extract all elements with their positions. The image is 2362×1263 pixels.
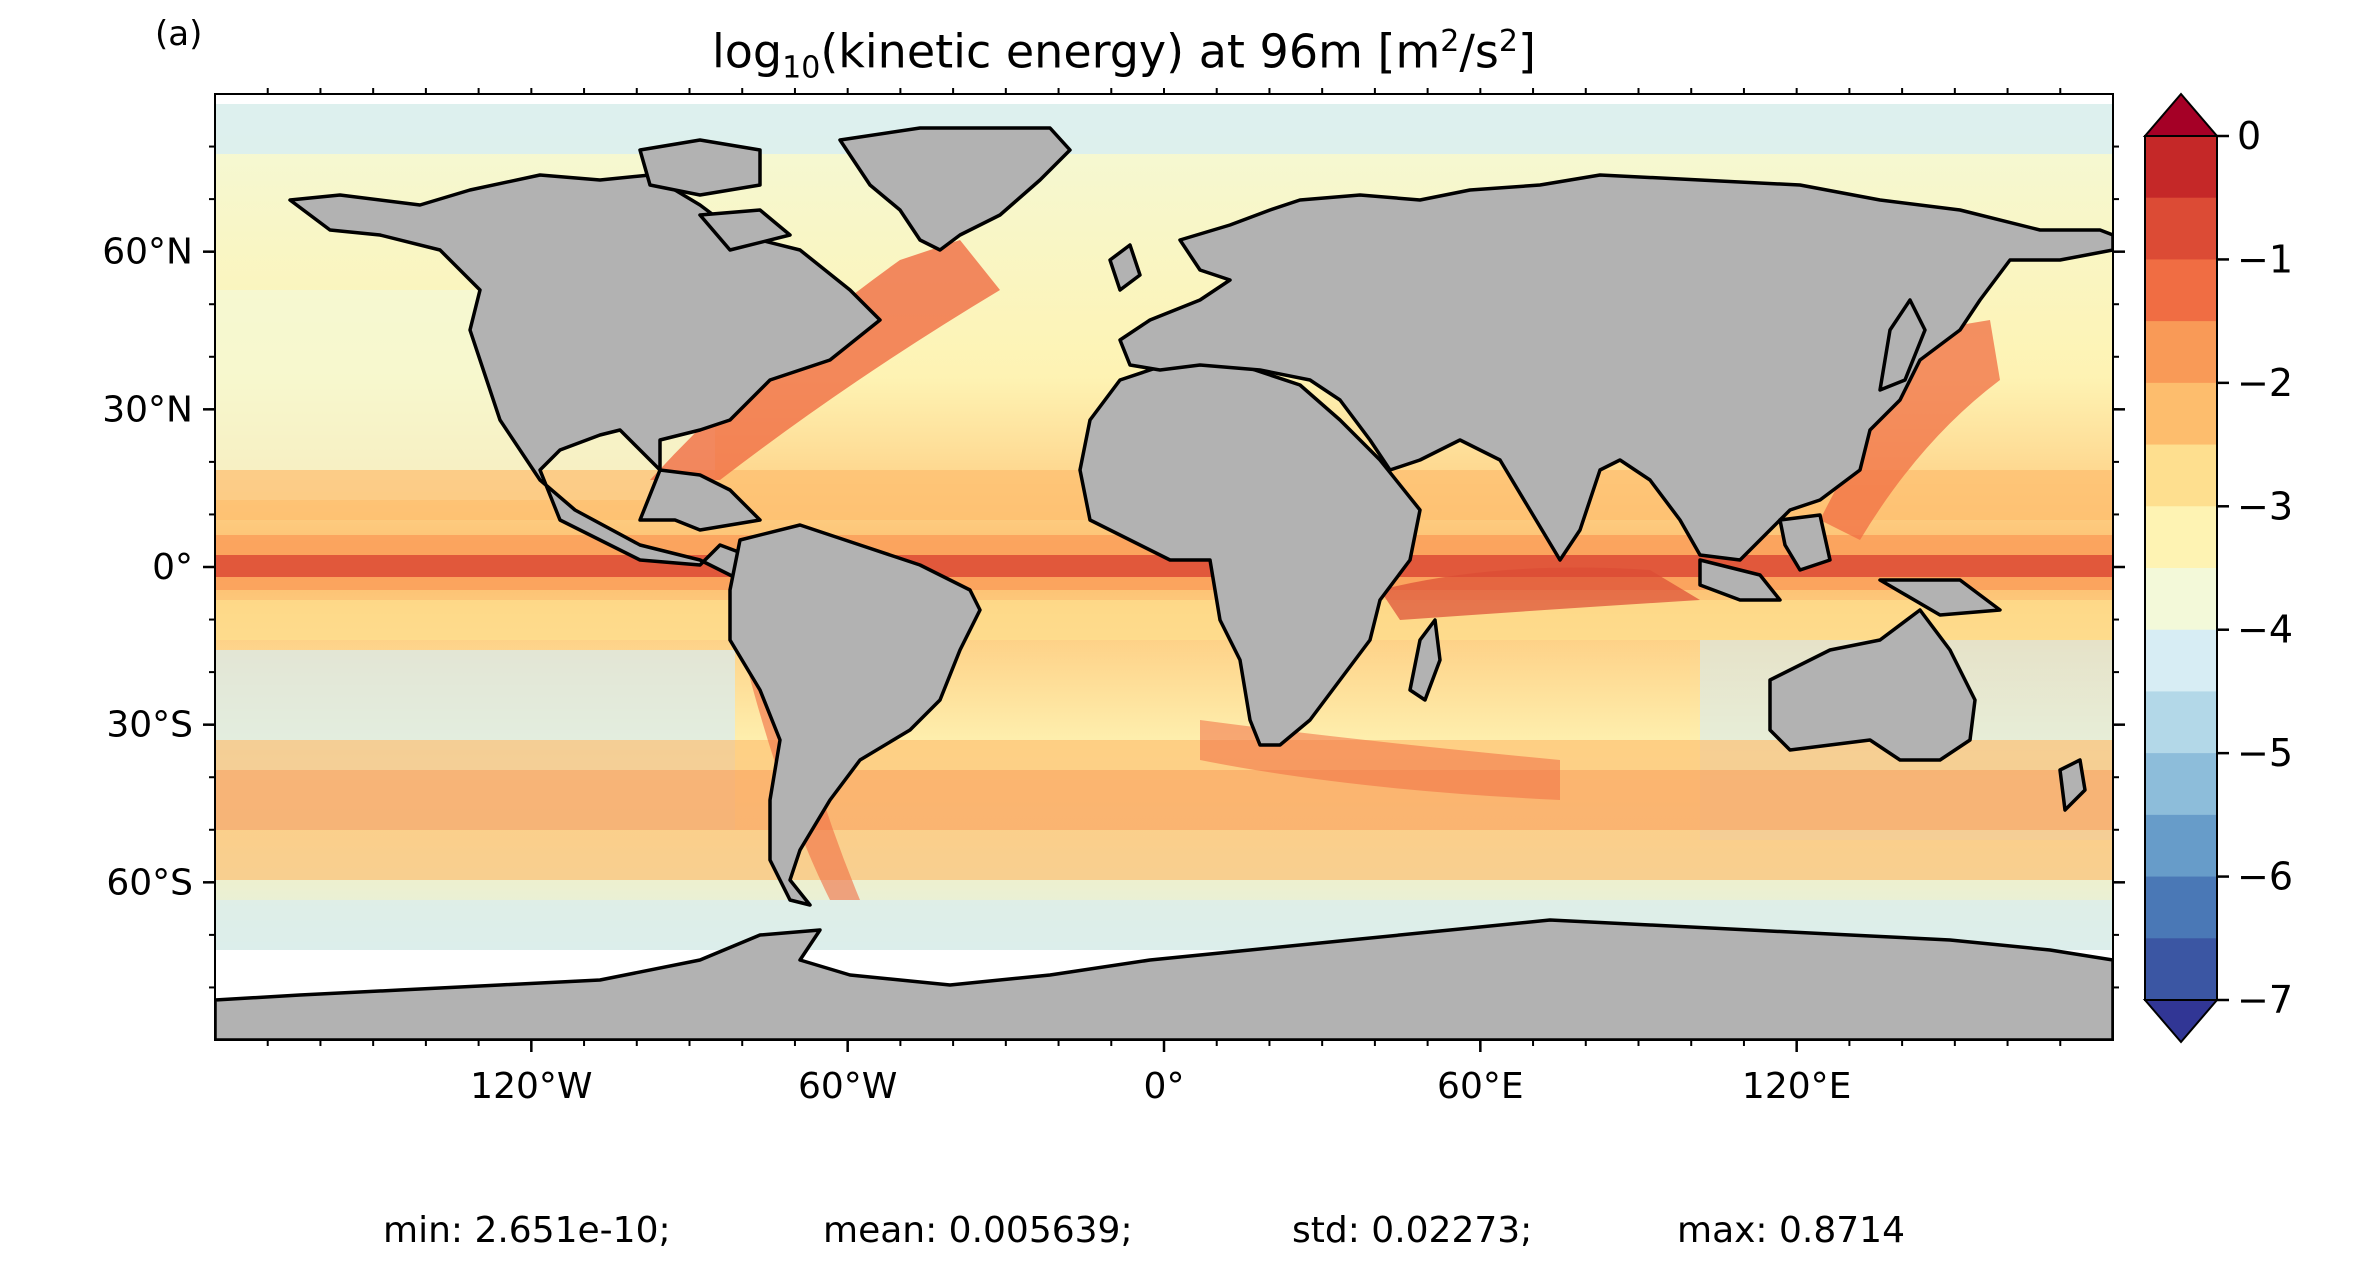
colorbar-extend-min (2142, 999, 2220, 1044)
stat-max: max: 0.8714 (1677, 1210, 1905, 1251)
colorbar: 0 −1 −2 −3 −4 −5 −6 −7 (2142, 92, 2293, 1044)
stat-std: std: 0.02273; (1292, 1210, 1533, 1251)
colorbar-segment (2145, 136, 2217, 199)
greenland (838, 126, 1072, 252)
colorbar-tick-label: −1 (2237, 237, 2293, 281)
eurasia (1118, 173, 2113, 562)
stat-mean: mean: 0.005639; (823, 1210, 1133, 1251)
madagascar (1408, 618, 1442, 702)
colorbar-segment (2145, 197, 2217, 260)
lat-tick-label: 60°S (106, 862, 193, 903)
africa (1078, 358, 1422, 747)
land-masses (215, 126, 2113, 1040)
colorbar-segment (2145, 814, 2217, 878)
map-title: log10(kinetic energy) at 96m [m2/s2] (712, 24, 1536, 86)
colorbar-tick-label: −3 (2237, 484, 2293, 528)
lat-tick-label: 30°N (102, 389, 193, 430)
lon-tick-label: 120°E (1742, 1066, 1851, 1107)
antarctica (215, 918, 2113, 1040)
colorbar-extend-max (2142, 92, 2220, 137)
colorbar-segment (2145, 444, 2217, 507)
australia (1768, 608, 1977, 762)
colorbar-segment (2145, 259, 2217, 322)
lat-tick-label: 60°N (102, 232, 193, 273)
colorbar-tick-label: 0 (2237, 114, 2261, 158)
lon-tick-label: 120°W (470, 1066, 592, 1107)
latitude-axis: 60°N 30°N 0° 30°S 60°S (102, 145, 2125, 989)
colorbar-segment (2145, 876, 2217, 939)
colorbar-tick-label: −2 (2237, 361, 2293, 405)
lat-tick-label: 0° (152, 547, 193, 588)
colorbar-segment (2145, 506, 2217, 569)
stat-min: min: 2.651e-10; (383, 1210, 671, 1251)
lat-tick-label: 30°S (106, 705, 193, 746)
lon-tick-label: 60°E (1437, 1066, 1524, 1107)
panel-label: (a) (155, 14, 203, 54)
colorbar-segment (2145, 568, 2217, 631)
map-area (215, 94, 2113, 1040)
colorbar-segment (2145, 321, 2217, 384)
colorbar-segment (2145, 753, 2217, 816)
colorbar-segment (2145, 382, 2217, 446)
colorbar-tick-label: −6 (2237, 855, 2293, 899)
lon-tick-label: 60°W (798, 1066, 897, 1107)
colorbar-segment (2145, 938, 2217, 1001)
colorbar-segment (2145, 629, 2217, 692)
colorbar-tick-label: −4 (2237, 608, 2293, 652)
lon-tick-label: 0° (1144, 1066, 1185, 1107)
longitude-axis: 120°W 60°W 0° 60°E 120°E (266, 88, 2062, 1107)
south-america (728, 523, 982, 907)
colorbar-tick-label: −5 (2237, 731, 2293, 775)
colorbar-segment (2145, 691, 2217, 754)
colorbar-tick-label: −7 (2237, 978, 2293, 1022)
